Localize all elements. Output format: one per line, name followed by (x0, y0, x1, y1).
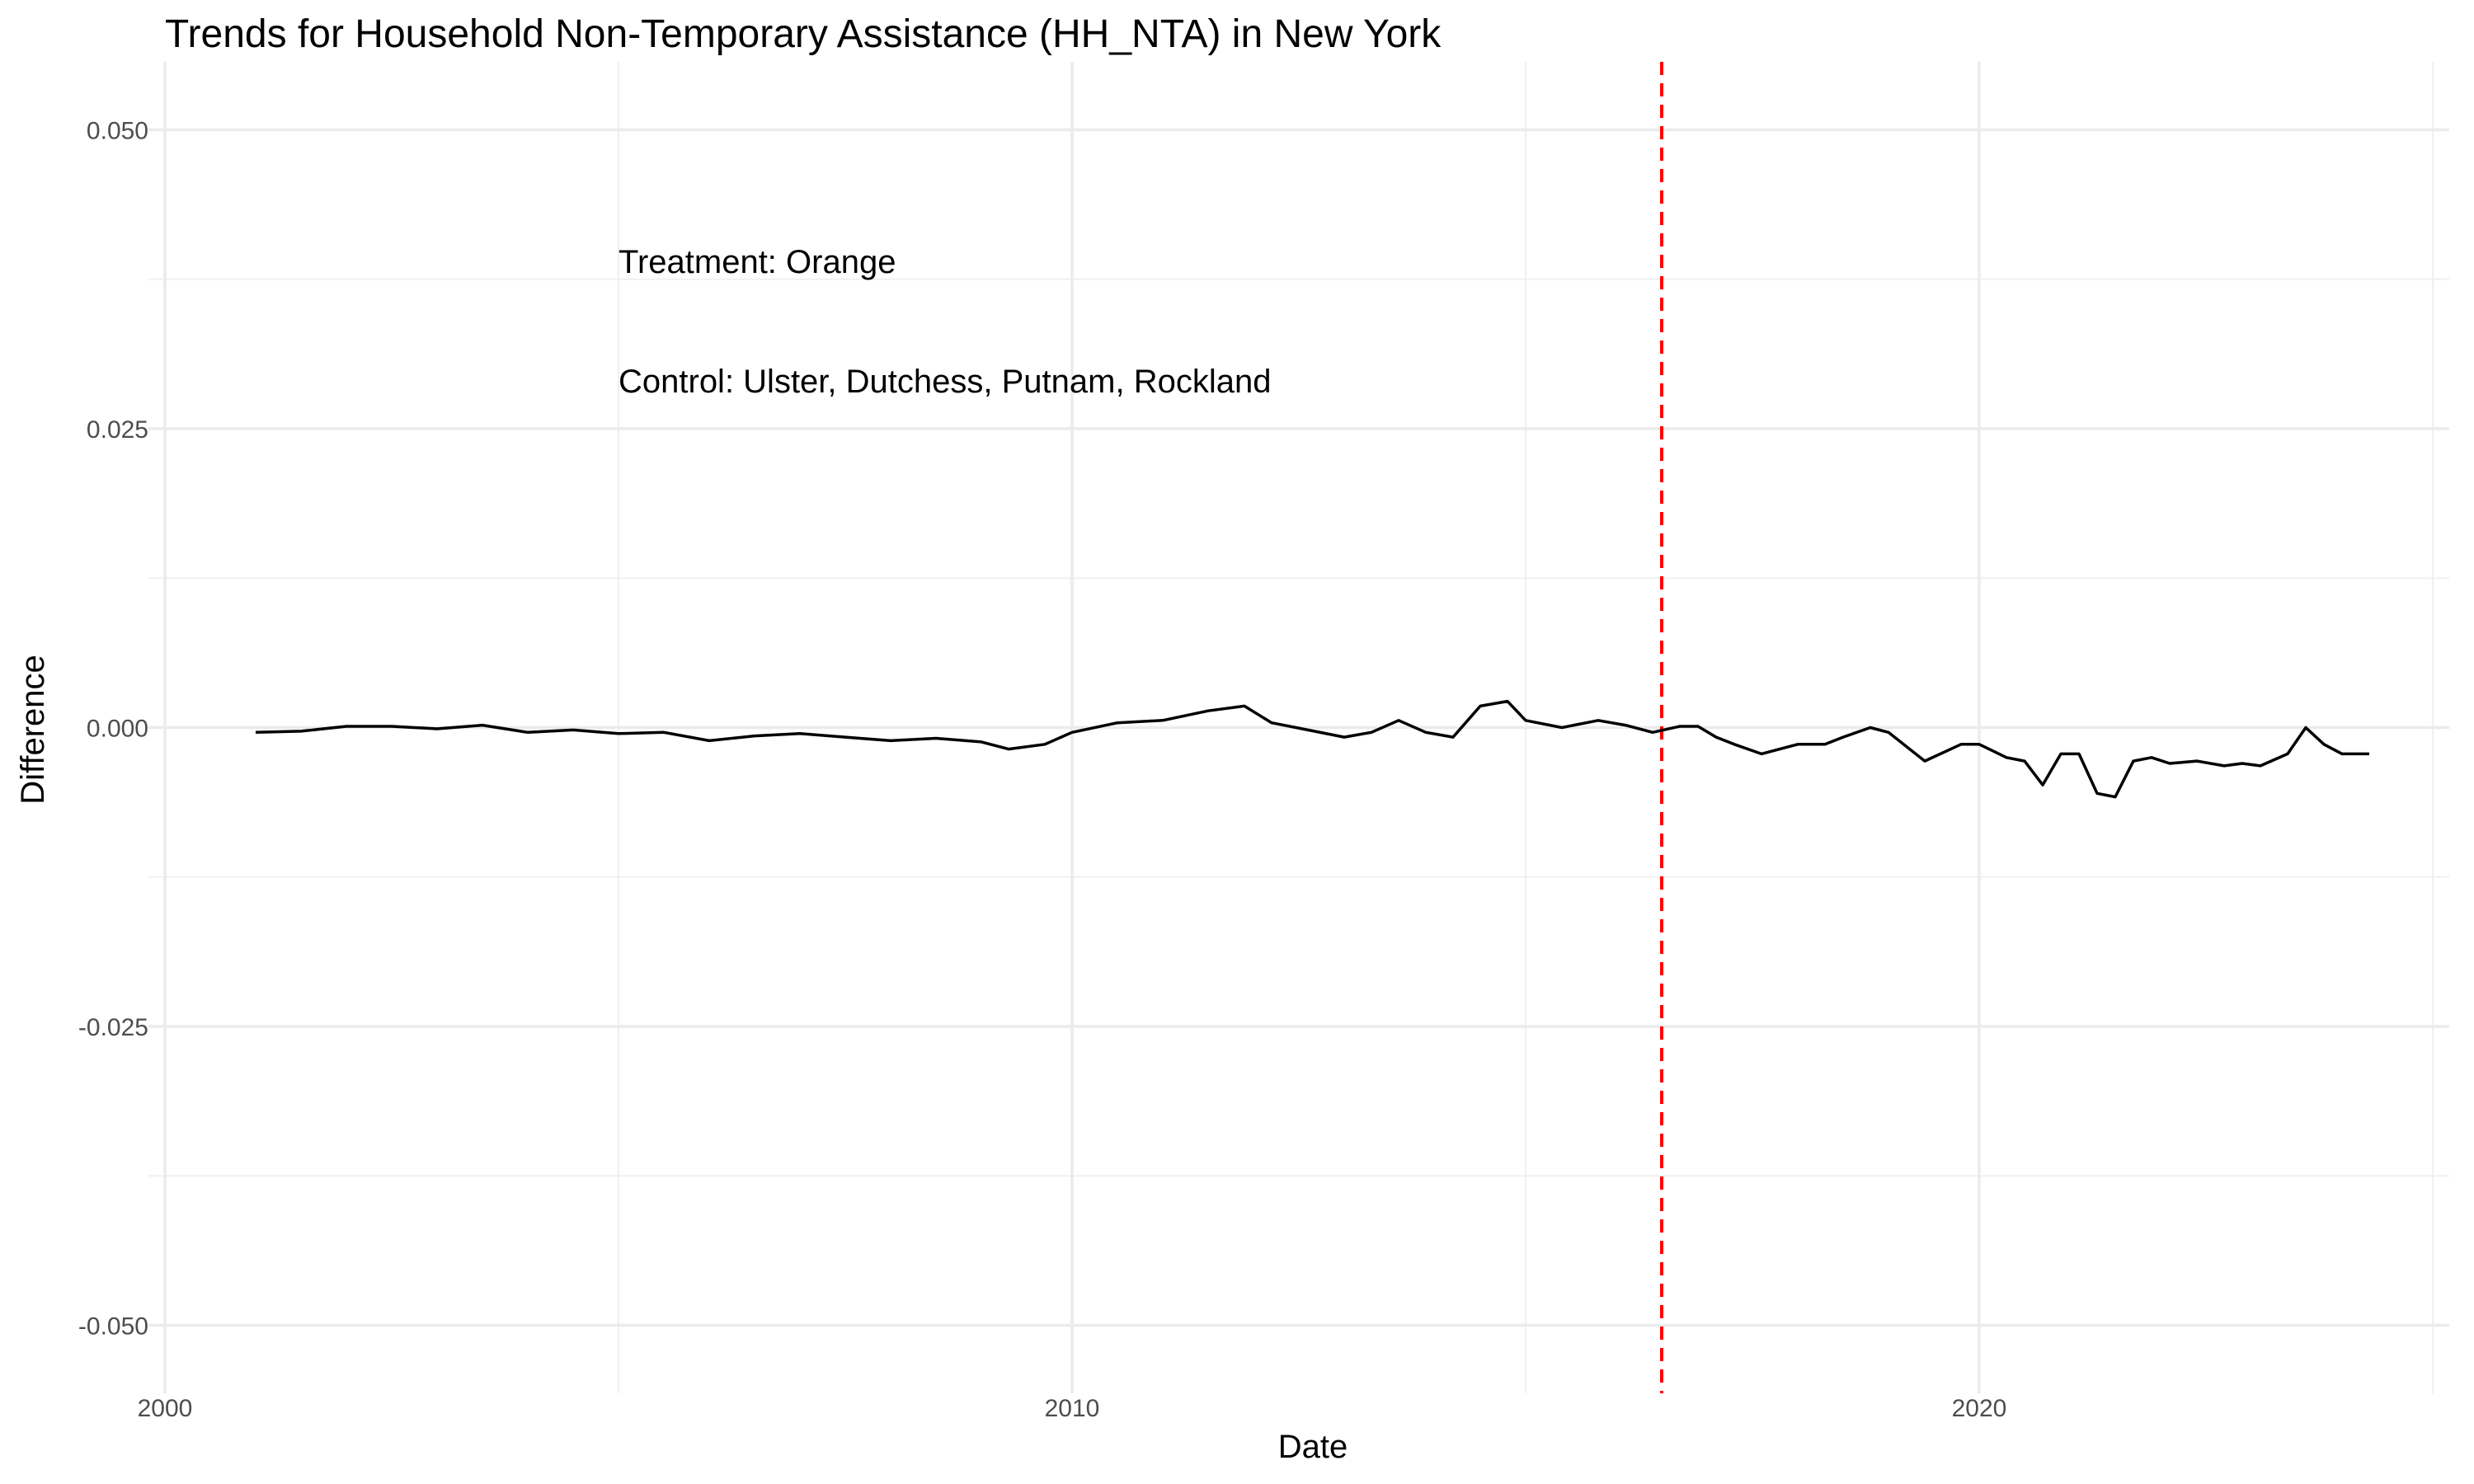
x-tick-label: 2000 (138, 1395, 193, 1422)
y-tick-label: 0.050 (87, 118, 148, 145)
x-axis-title: Date (1278, 1429, 1348, 1465)
major-gridlines (148, 62, 2449, 1393)
series-group (255, 699, 2369, 799)
chart-title: Trends for Household Non-Temporary Assis… (165, 12, 1442, 56)
annotation-control: Control: Ulster, Dutchess, Putnam, Rockl… (618, 364, 1271, 400)
y-tick-label: -0.050 (78, 1313, 148, 1341)
series-line (255, 699, 2369, 799)
y-tick-label: 0.025 (87, 416, 148, 444)
annotation-treatment: Treatment: Orange (618, 244, 896, 280)
x-axis-ticks: 2000 2010 2020 (138, 1395, 2007, 1422)
y-axis-title: Difference (15, 655, 51, 805)
y-tick-label: -0.025 (78, 1014, 148, 1041)
x-tick-label: 2010 (1045, 1395, 1100, 1422)
annotations: Treatment: Orange Control: Ulster, Dutche… (618, 244, 1271, 400)
x-tick-label: 2020 (1952, 1395, 2007, 1422)
y-axis-ticks: -0.050 -0.025 0.000 0.025 0.050 (78, 118, 148, 1341)
y-tick-label: 0.000 (87, 716, 148, 743)
